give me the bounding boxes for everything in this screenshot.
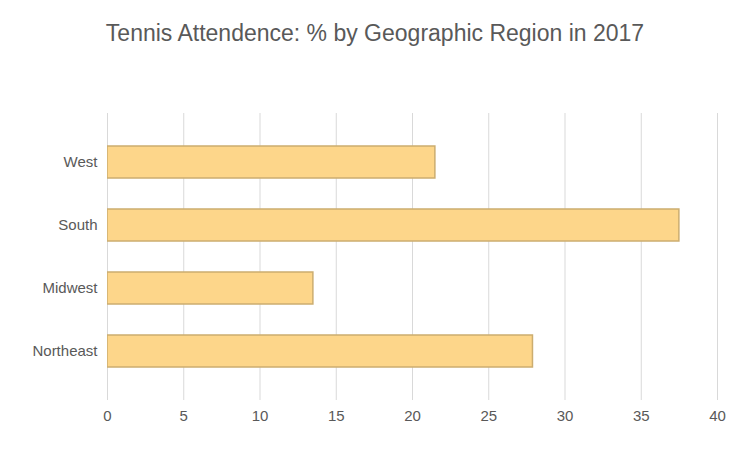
svg-text:0: 0 (103, 407, 111, 424)
svg-text:25: 25 (480, 407, 497, 424)
svg-text:20: 20 (404, 407, 421, 424)
svg-text:10: 10 (252, 407, 269, 424)
svg-text:5: 5 (180, 407, 188, 424)
svg-text:15: 15 (328, 407, 345, 424)
svg-text:Midwest: Midwest (42, 279, 98, 296)
svg-text:West: West (64, 153, 99, 170)
svg-text:40: 40 (709, 407, 726, 424)
html-text:Tennis Attendence: % by Geogra: Tennis Attendence: % by Geographic Regio… (105, 20, 645, 46)
svg-text:South: South (58, 216, 97, 233)
svg-text:30: 30 (557, 407, 574, 424)
svg-text:Northeast: Northeast (32, 342, 98, 359)
svg-text:35: 35 (633, 407, 650, 424)
